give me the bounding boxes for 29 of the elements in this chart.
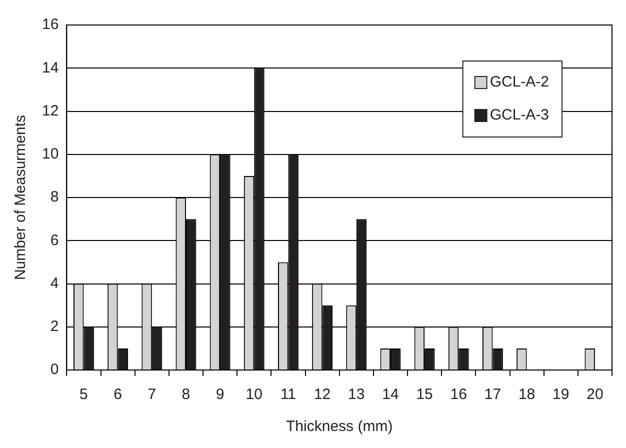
y-tick-label: 8 [50, 188, 59, 206]
x-axis-title: Thickness (mm) [286, 418, 393, 436]
x-tick-label: 20 [586, 386, 604, 404]
y-tick-label: 6 [50, 232, 59, 249]
x-tick-label: 8 [182, 386, 190, 404]
y-tick-label: 16 [42, 16, 59, 34]
x-tick-label: 9 [216, 386, 224, 404]
y-tick-label: 0 [50, 361, 59, 378]
x-tick-label: 16 [450, 386, 467, 404]
x-tick-label: 18 [518, 386, 536, 404]
x-tick-label: 14 [382, 386, 399, 404]
legend-label: GCL-A-2 [490, 74, 550, 91]
y-tick-label: 10 [42, 146, 59, 163]
x-tick-label: 5 [80, 386, 88, 404]
x-tick-label: 15 [416, 386, 433, 404]
y-tick-label: 12 [42, 102, 59, 120]
y-tick-label: 14 [42, 59, 59, 76]
x-tick-label: 6 [114, 386, 122, 404]
x-tick-label: 7 [148, 386, 156, 404]
legend-label: GCL-A-3 [490, 106, 550, 124]
x-tick-label: 19 [552, 386, 570, 404]
x-tick-label: 13 [348, 386, 365, 404]
y-axis-title: Number of Measurments [12, 114, 30, 280]
x-tick-label: 12 [314, 386, 331, 404]
x-tick-label: 11 [280, 386, 296, 404]
y-tick-label: 2 [50, 318, 59, 336]
x-tick-label: 10 [246, 386, 262, 404]
y-tick-label: 4 [50, 274, 59, 292]
x-tick-label: 17 [484, 386, 502, 404]
